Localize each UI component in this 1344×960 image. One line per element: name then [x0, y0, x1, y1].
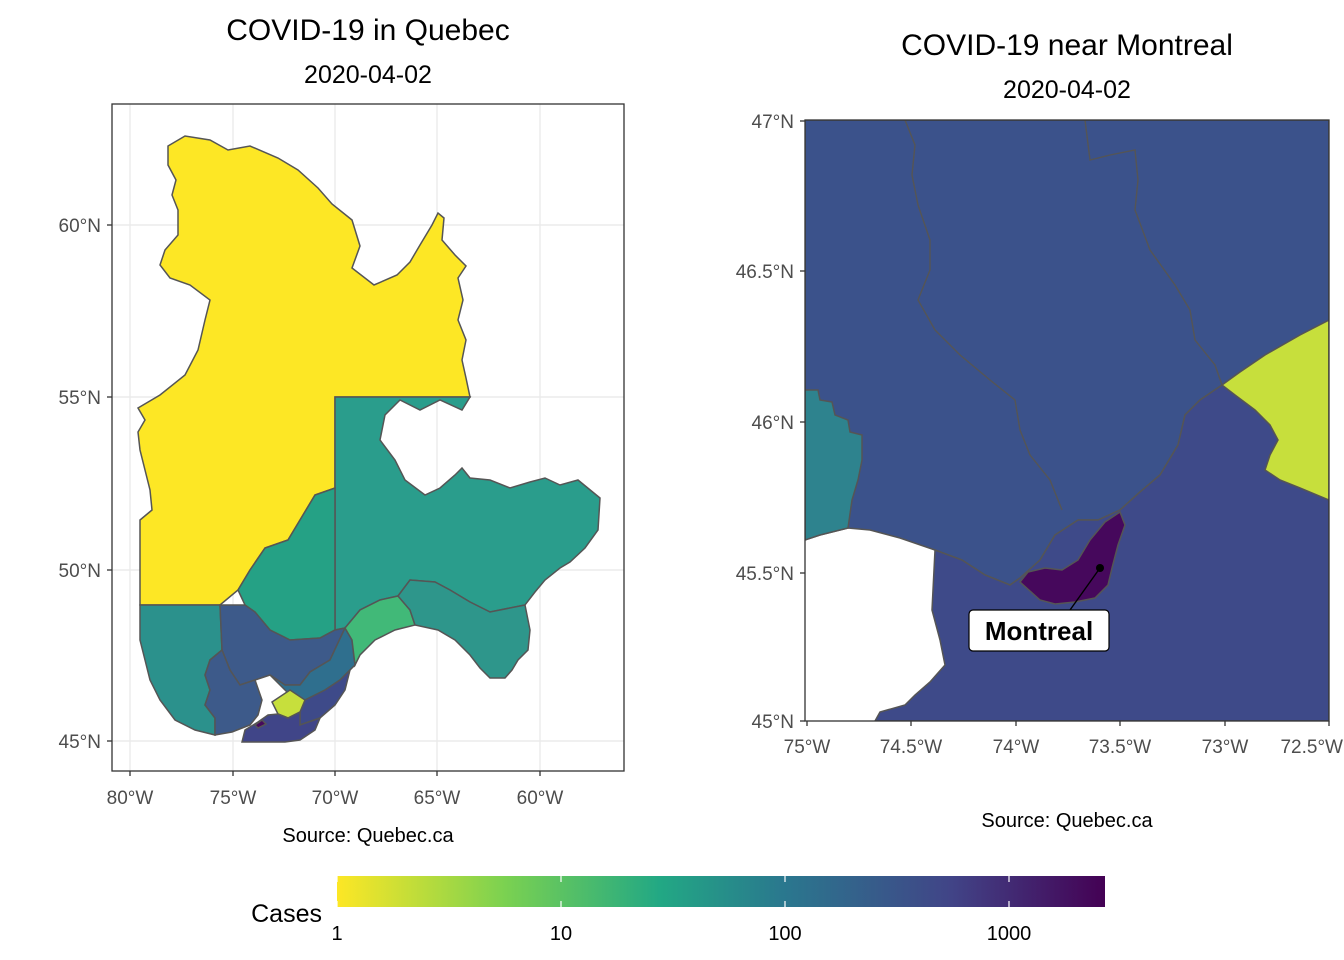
region-montreal [253, 719, 268, 729]
right-lon-tick-73: 73°W [1202, 737, 1249, 758]
right-map-axis-ticks [800, 120, 1330, 726]
left-map-title: COVID-19 in Quebec [226, 14, 509, 47]
region-estrie-detail [1220, 319, 1329, 501]
right-lat-tick-46-5: 46.5°N [736, 262, 794, 283]
left-map-caption: Source: Quebec.ca [282, 825, 454, 847]
right-map-caption: Source: Quebec.ca [981, 810, 1153, 832]
right-map-subtitle: 2020-04-02 [1003, 76, 1131, 104]
legend-tick-1: 1 [331, 923, 342, 945]
montreal-label: Montreal [985, 616, 1093, 646]
legend-tick-1000: 1000 [987, 923, 1032, 945]
montreal-label-box [968, 609, 1110, 652]
region-outaouais [805, 389, 863, 541]
legend-colorbar [337, 876, 1105, 907]
left-lat-tick-60: 60°N [59, 216, 101, 237]
region-cote-nord [334, 396, 601, 631]
left-lat-tick-50: 50°N [59, 561, 101, 582]
right-map-title: COVID-19 near Montreal [901, 29, 1233, 62]
region-montreal-island [1018, 510, 1126, 605]
legend-tick-10: 10 [550, 923, 572, 945]
right-lon-tick-74: 74°W [993, 737, 1040, 758]
legend: Cases 1 10 100 1000 [251, 876, 1105, 945]
montreal-annotation: Montreal [968, 564, 1110, 652]
left-lat-tick-55: 55°N [59, 388, 101, 409]
region-gaspesie [397, 579, 531, 679]
right-lat-tick-46: 46°N [752, 413, 794, 434]
right-lat-tick-45-5: 45.5°N [736, 564, 794, 585]
right-lat-tick-47: 47°N [752, 112, 794, 133]
right-lat-tick-45: 45°N [752, 712, 794, 733]
right-lon-tick-75: 75°W [784, 737, 831, 758]
left-map-regions [136, 135, 601, 743]
left-lon-tick-70: 70°W [312, 788, 359, 809]
legend-title: Cases [251, 900, 322, 928]
right-map-panel: COVID-19 near Montreal 2020-04-02 Montre… [736, 29, 1343, 832]
right-lon-tick-72-5: 72.5°W [1280, 737, 1343, 758]
montreal-point [1096, 564, 1104, 572]
region-lanaudiere [204, 648, 263, 736]
right-lon-tick-74-5: 74.5°W [880, 737, 943, 758]
left-lon-tick-60: 60°W [517, 788, 564, 809]
left-map-panel: COVID-19 in Quebec 2020-04-02 [59, 14, 625, 847]
left-lat-tick-45: 45°N [59, 732, 101, 753]
left-map-axis-ticks [107, 224, 541, 776]
region-bas-st-laurent [344, 595, 416, 668]
left-lon-tick-65: 65°W [414, 788, 461, 809]
left-map-subtitle: 2020-04-02 [304, 61, 432, 89]
right-map-border [804, 119, 1330, 722]
left-lon-tick-80: 80°W [107, 788, 154, 809]
legend-tick-100: 100 [768, 923, 801, 945]
left-map-border [111, 103, 625, 772]
right-lon-tick-73-5: 73.5°W [1089, 737, 1152, 758]
left-lon-tick-75: 75°W [210, 788, 257, 809]
